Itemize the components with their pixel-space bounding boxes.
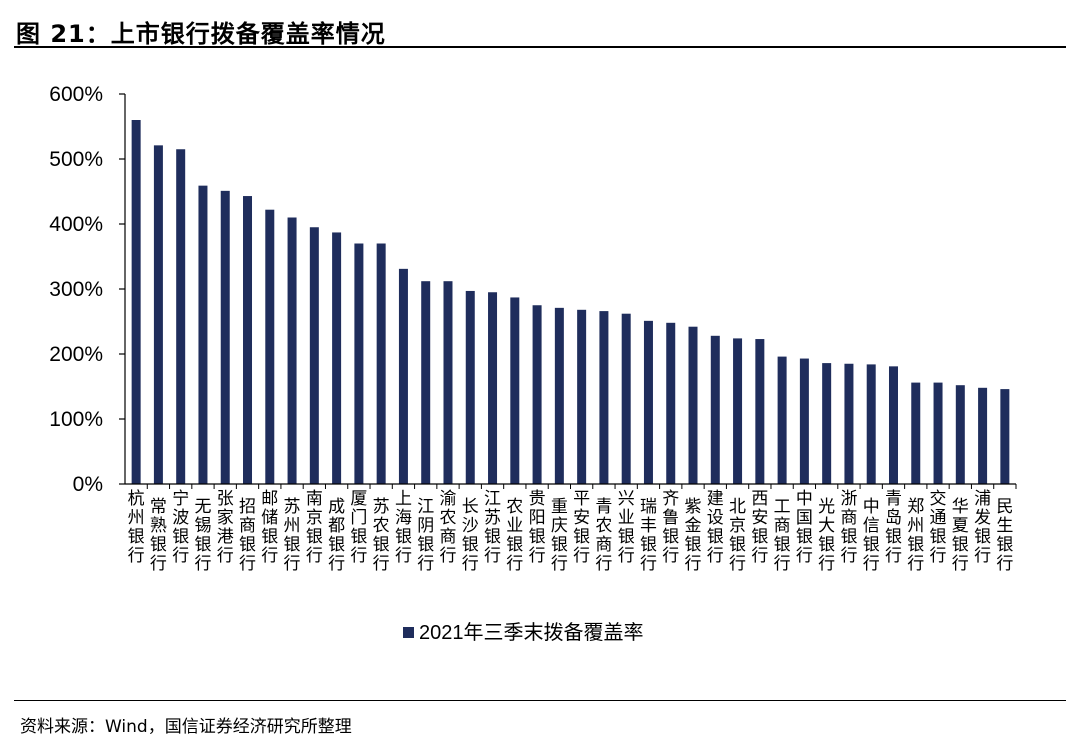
x-tick-label: 华夏银行 <box>952 497 969 574</box>
title-rule <box>14 46 1066 48</box>
y-axis: 0% 100% 200% 300% 400% 500% 600% <box>49 83 126 496</box>
bar <box>733 338 743 484</box>
bar <box>955 385 965 484</box>
x-tick-label: 江苏银行 <box>484 489 501 566</box>
bar <box>621 313 631 484</box>
x-tick-label: 浦发银行 <box>974 489 991 566</box>
x-tick-label: 青农商行 <box>595 497 612 574</box>
bar <box>332 232 342 484</box>
x-tick-label: 西安银行 <box>751 489 768 566</box>
bar <box>643 320 653 484</box>
bar <box>265 209 275 484</box>
x-tick-label: 中信银行 <box>863 497 880 574</box>
bar <box>844 363 854 484</box>
bar <box>287 217 297 484</box>
y-tick-label: 100% <box>49 408 103 431</box>
x-tick-label: 成都银行 <box>328 497 345 574</box>
bar <box>599 311 609 484</box>
x-tick-label: 招商银行 <box>239 497 256 574</box>
bar <box>421 281 431 484</box>
bar <box>755 339 765 484</box>
bar <box>822 363 832 484</box>
bar <box>577 309 587 484</box>
bar <box>933 382 943 484</box>
bar <box>978 387 988 484</box>
bar <box>198 185 208 484</box>
bar <box>243 196 253 485</box>
x-tick-label: 中国银行 <box>796 489 813 566</box>
x-tick-label: 邮储银行 <box>261 489 278 566</box>
x-tick-label: 苏农银行 <box>373 497 390 574</box>
x-tick-label: 郑州银行 <box>907 497 924 574</box>
bar <box>866 364 876 484</box>
x-tick-label: 紫金银行 <box>685 497 702 574</box>
x-tick-label: 苏州银行 <box>284 497 301 574</box>
bar <box>554 307 564 484</box>
y-tick-label: 0% <box>73 473 103 496</box>
bar-chart: 0% 100% 200% 300% 400% 500% 600% 杭州银行常熟银行宁波银行无… <box>49 83 1017 644</box>
x-tick-label: 农业银行 <box>506 497 523 574</box>
x-tick-label: 张家港行 <box>217 489 234 566</box>
bar <box>488 292 498 484</box>
y-tick-label: 500% <box>49 148 103 171</box>
bar <box>532 305 542 484</box>
x-tick-label: 厦门银行 <box>350 489 367 566</box>
source-note: 资料来源：Wind，国信证券经济研究所整理 <box>20 717 352 737</box>
bars <box>131 120 1010 485</box>
bar <box>465 290 475 484</box>
bar <box>510 297 520 484</box>
x-tick-label: 浙商银行 <box>840 489 857 566</box>
y-tick-label: 300% <box>49 278 103 301</box>
bar <box>1000 389 1010 484</box>
x-tick-label: 建设银行 <box>707 489 724 566</box>
bar <box>153 145 163 484</box>
bar <box>799 358 809 484</box>
x-tick-label: 无锡银行 <box>194 497 211 574</box>
bar <box>176 149 186 484</box>
x-tick-label: 贵阳银行 <box>529 489 546 566</box>
x-tick-label: 北京银行 <box>729 497 746 574</box>
x-tick-label: 南京银行 <box>306 489 323 566</box>
x-tick-label: 杭州银行 <box>128 489 145 566</box>
x-tick-label: 重庆银行 <box>551 497 568 574</box>
y-tick-label: 200% <box>49 343 103 366</box>
bar <box>911 382 921 484</box>
x-tick-label: 瑞丰银行 <box>640 497 657 574</box>
legend-swatch <box>403 627 414 638</box>
x-tick-label: 兴业银行 <box>618 489 635 566</box>
bar <box>443 281 453 484</box>
x-tick-label: 上海银行 <box>395 489 412 566</box>
y-tick-label: 600% <box>49 83 103 106</box>
x-tick-label: 交通银行 <box>930 489 947 566</box>
bar <box>398 268 408 484</box>
x-tick-label: 宁波银行 <box>172 489 189 566</box>
bar <box>666 322 676 484</box>
x-tick-label: 民生银行 <box>996 497 1013 574</box>
bar <box>220 190 230 484</box>
x-tick-label: 工商银行 <box>774 497 791 574</box>
x-tick-label: 长沙银行 <box>462 497 479 574</box>
bar <box>888 366 898 484</box>
y-tick-label: 400% <box>49 213 103 236</box>
bar <box>688 326 698 484</box>
x-tick-label: 光大银行 <box>818 497 835 574</box>
x-tick-label: 江阴银行 <box>417 497 434 574</box>
x-tick-label: 常熟银行 <box>150 497 167 574</box>
x-tick-label: 平安银行 <box>573 489 590 566</box>
bar <box>354 243 364 484</box>
x-tick-label: 青岛银行 <box>885 489 902 566</box>
bar <box>376 243 386 484</box>
x-tick-label: 齐鲁银行 <box>662 489 679 566</box>
x-tick-label: 渝农商行 <box>439 489 456 566</box>
bar <box>309 227 319 484</box>
bar <box>131 120 141 484</box>
footer-rule <box>14 700 1066 701</box>
bar <box>777 356 787 484</box>
legend: 2021年三季末拨备覆盖率 <box>403 621 644 644</box>
legend-label: 2021年三季末拨备覆盖率 <box>419 621 644 644</box>
x-axis: 杭州银行常熟银行宁波银行无锡银行张家港行招商银行邮储银行苏州银行南京银行成都银行… <box>125 483 1017 574</box>
bar <box>710 335 720 484</box>
figure-title: 图 21：上市银行拨备覆盖率情况 <box>16 20 386 48</box>
